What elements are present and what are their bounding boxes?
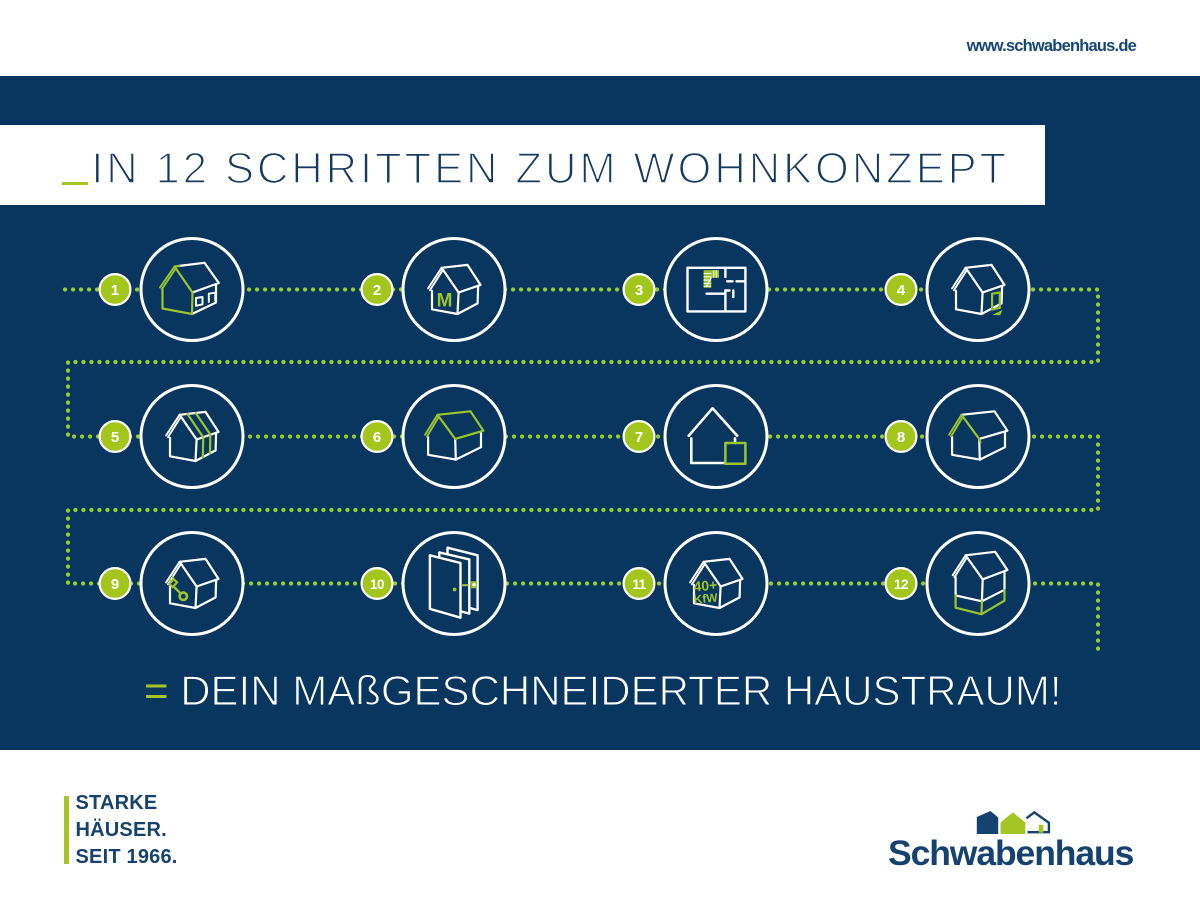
- svg-text:2: 2: [373, 282, 381, 299]
- svg-text:12: 12: [894, 577, 908, 592]
- svg-text:40+: 40+: [693, 577, 718, 595]
- svg-text:3: 3: [635, 282, 643, 299]
- svg-text:1: 1: [111, 282, 119, 299]
- svg-text:7: 7: [635, 429, 643, 446]
- svg-text:KfW: KfW: [693, 590, 719, 606]
- svg-text:M: M: [437, 291, 453, 312]
- svg-text:11: 11: [632, 577, 646, 592]
- svg-text:8: 8: [897, 429, 905, 446]
- svg-text:5: 5: [111, 429, 119, 446]
- svg-text:10: 10: [370, 577, 384, 592]
- svg-text:6: 6: [373, 429, 381, 446]
- svg-text:4: 4: [897, 282, 906, 299]
- svg-text:9: 9: [111, 576, 119, 593]
